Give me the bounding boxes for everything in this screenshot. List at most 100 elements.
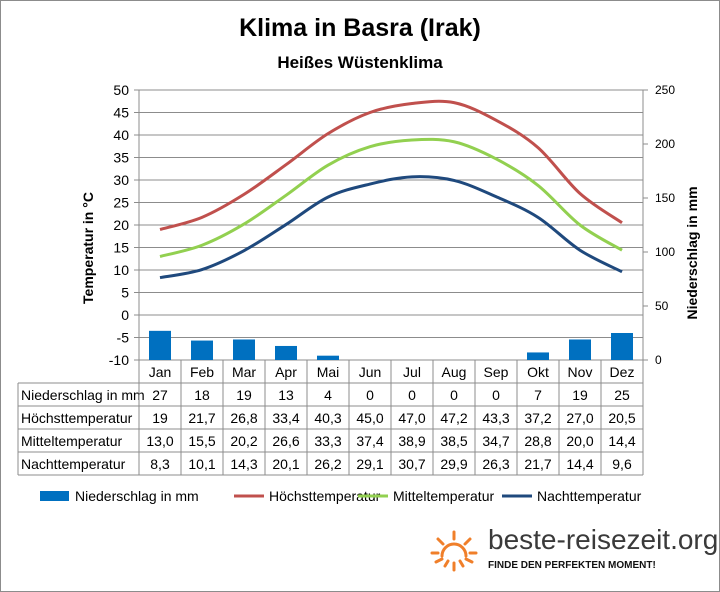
table-cell: 20,1	[272, 456, 299, 472]
table-row-label: Mitteltemperatur	[21, 433, 122, 449]
right-tick-label: 200	[655, 137, 675, 151]
table-cell: 19	[572, 387, 588, 403]
right-axis-title: Niederschlag in mm	[684, 186, 700, 319]
table-cell: 14,3	[230, 456, 257, 472]
left-tick-label: -5	[117, 330, 130, 346]
table-cell: 0	[450, 387, 458, 403]
mean-temp-line	[159, 137, 623, 258]
brand-logo: beste-reisezeit.org FINDE DEN PERFEKTEN …	[430, 522, 720, 582]
left-tick-label: 10	[113, 262, 129, 278]
left-tick-label: 35	[113, 150, 129, 166]
table-cell: 33,4	[272, 410, 299, 426]
table-cell: 40,3	[314, 410, 341, 426]
legend-swatch-precip	[40, 491, 69, 501]
table-cell: 18	[194, 387, 210, 403]
precip-bar	[569, 339, 591, 360]
table-cell: 4	[324, 387, 332, 403]
left-tick-label: 25	[113, 195, 129, 211]
table-cell: 37,2	[524, 410, 551, 426]
month-label: Okt	[527, 364, 549, 380]
chart-subtitle: Heißes Wüstenklima	[277, 53, 443, 72]
table-cell: 43,3	[482, 410, 509, 426]
table-cell: 13,0	[146, 433, 173, 449]
table-cell: 33,3	[314, 433, 341, 449]
table-cell: 14,4	[566, 456, 593, 472]
month-label: Jul	[403, 364, 421, 380]
table-cell: 7	[534, 387, 542, 403]
table-cell: 28,8	[524, 433, 551, 449]
precip-bar	[233, 339, 255, 360]
max-temp-line	[159, 99, 623, 231]
table-cell: 0	[492, 387, 500, 403]
month-label: Apr	[275, 364, 297, 380]
table-cell: 38,9	[398, 433, 425, 449]
table-cell: 9,6	[612, 456, 632, 472]
legend-label: Nachttemperatur	[537, 488, 642, 504]
right-tick-label: 50	[655, 299, 669, 313]
month-label: Jun	[359, 364, 382, 380]
month-label: Jan	[149, 364, 172, 380]
left-tick-label: 20	[113, 217, 129, 233]
table-cell: 25	[614, 387, 630, 403]
left-tick-label: 5	[121, 285, 129, 301]
table-row-label: Nachttemperatur	[21, 456, 126, 472]
month-label: Mai	[317, 364, 340, 380]
logo-wordmark: beste-reisezeit.org	[488, 524, 719, 555]
precip-bar	[317, 355, 339, 360]
table-cell: 29,9	[440, 456, 467, 472]
table-cell: 45,0	[356, 410, 383, 426]
table-cell: 0	[366, 387, 374, 403]
precip-bar	[149, 330, 171, 360]
table-cell: 26,6	[272, 433, 299, 449]
table-cell: 19	[152, 410, 168, 426]
right-tick-label: 0	[655, 353, 662, 367]
table-cell: 47,2	[440, 410, 467, 426]
table-cell: 26,8	[230, 410, 257, 426]
left-tick-label: 15	[113, 240, 129, 256]
table-cell: 20,2	[230, 433, 257, 449]
table-cell: 29,1	[356, 456, 383, 472]
left-tick-label: 45	[113, 105, 129, 121]
table-cell: 26,2	[314, 456, 341, 472]
month-label: Sep	[484, 364, 509, 380]
legend-label: Höchsttemperatur	[269, 488, 381, 504]
table-cell: 10,1	[188, 456, 215, 472]
precip-bar	[275, 345, 297, 360]
right-tick-label: 150	[655, 191, 675, 205]
legend-label: Mitteltemperatur	[393, 488, 494, 504]
logo-slogan: FINDE DEN PERFEKTEN MOMENT!	[488, 560, 656, 571]
table-cell: 14,4	[608, 433, 635, 449]
table-cell: 13	[278, 387, 294, 403]
left-tick-label: 40	[113, 127, 129, 143]
table-cell: 38,5	[440, 433, 467, 449]
table-cell: 0	[408, 387, 416, 403]
table-cell: 19	[236, 387, 252, 403]
month-label: Dez	[610, 364, 635, 380]
sun-icon	[430, 530, 478, 572]
left-axis-title: Temperatur in °C	[80, 192, 96, 304]
table-cell: 34,7	[482, 433, 509, 449]
night-temp-line	[159, 175, 623, 280]
table-cell: 30,7	[398, 456, 425, 472]
right-tick-label: 250	[655, 83, 675, 97]
table-cell: 21,7	[188, 410, 215, 426]
precip-bar	[611, 333, 633, 360]
left-tick-label: 30	[113, 172, 129, 188]
table-cell: 8,3	[150, 456, 170, 472]
month-label: Aug	[442, 364, 467, 380]
table-cell: 27,0	[566, 410, 593, 426]
left-tick-label: 0	[121, 307, 129, 323]
table-cell: 20,5	[608, 410, 635, 426]
left-tick-label: 50	[113, 82, 129, 98]
month-label: Mar	[232, 364, 256, 380]
table-cell: 26,3	[482, 456, 509, 472]
table-cell: 27	[152, 387, 168, 403]
table-cell: 37,4	[356, 433, 383, 449]
table-cell: 47,0	[398, 410, 425, 426]
left-tick-label: -10	[109, 352, 129, 368]
table-cell: 15,5	[188, 433, 215, 449]
table-row-label: Niederschlag in mm	[21, 387, 145, 403]
chart-title: Klima in Basra (Irak)	[239, 14, 481, 42]
table-row-label: Höchsttemperatur	[21, 410, 133, 426]
